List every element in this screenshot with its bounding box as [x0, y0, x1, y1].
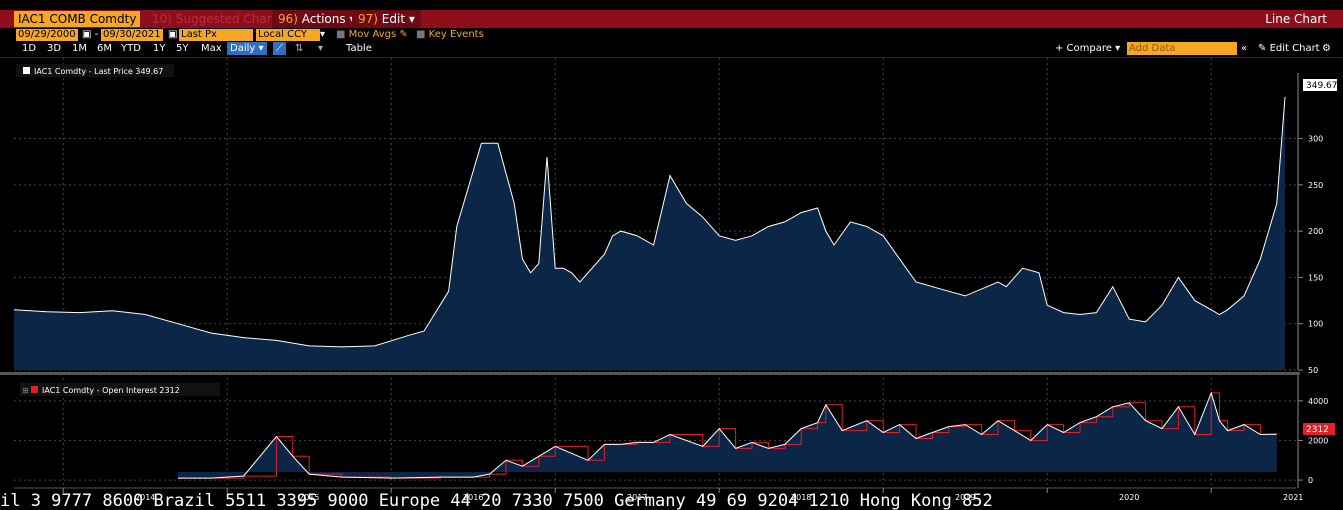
price-legend-box	[16, 64, 174, 77]
range-ytd[interactable]: YTD	[121, 43, 141, 54]
actions-num: 96	[278, 12, 294, 26]
mov-avgs-label: Mov Avgs	[348, 29, 397, 40]
range-1y[interactable]: 1Y	[153, 43, 166, 54]
oi-legend-text: IAC1 Comdty - Open Interest 2312	[42, 386, 180, 395]
chevron-down-icon: ▾	[408, 12, 415, 26]
price-tick-label: 250	[1308, 181, 1323, 190]
x-tick-label: 2020	[1119, 493, 1139, 502]
news-ticker: il 3 9777 8600 Brazil 5511 3395 9000 Eur…	[0, 493, 993, 510]
price-legend-text: IAC1 Comdty - Last Price 349.67	[34, 67, 163, 76]
compare-button[interactable]: + Compare ▾	[1055, 43, 1121, 54]
actions-label: Actions	[301, 12, 346, 26]
calendar-icon[interactable]: ▣	[168, 29, 178, 40]
x-tick-label: 2018	[791, 493, 811, 502]
range-5y[interactable]: 5Y	[176, 43, 189, 54]
bar-chart-icon[interactable]: ⇅	[295, 43, 304, 54]
frequency-select[interactable]: Daily ▾	[227, 42, 267, 55]
oi-last-value: 2312	[1306, 425, 1329, 435]
panel-divider[interactable]	[0, 372, 1300, 375]
oi-tick-label: 2000	[1308, 436, 1328, 445]
price-last-value: 349.67	[1306, 81, 1338, 91]
oi-legend-swatch	[31, 386, 38, 393]
price-tick-label: 300	[1308, 135, 1323, 144]
frequency-label: Daily	[230, 43, 256, 54]
oi-y-axis: 0 2000 4000	[1297, 375, 1328, 488]
currency-select[interactable]: Local CCY	[256, 29, 320, 41]
suggested-num: 10	[152, 12, 168, 26]
x-tick-label: 2019	[955, 493, 975, 502]
pencil-icon: ✎	[399, 29, 408, 40]
gear-icon[interactable]: ⚙	[1322, 43, 1331, 54]
oi-legend-icon: ⊞	[22, 386, 29, 395]
start-date-field[interactable]: 09/29/2000	[16, 29, 78, 41]
price-legend-swatch	[23, 67, 30, 74]
price-last-value-box	[1303, 79, 1337, 91]
oi-last-value-box	[1303, 423, 1335, 435]
edit-chart-button[interactable]: ✎ Edit Chart	[1258, 42, 1320, 55]
oi-step-line	[178, 392, 1277, 479]
x-tick-label: 2015	[299, 493, 319, 502]
table-button[interactable]: Table	[346, 43, 372, 54]
edit-menu[interactable]: 97) Edit ▾	[352, 10, 421, 28]
range-1m[interactable]: 1M	[72, 43, 87, 54]
suggested-charts-menu[interactable]: 10) Suggested Charts	[152, 12, 283, 26]
key-events-toggle[interactable]: ■ Key Events	[416, 29, 484, 40]
add-data-input[interactable]: Add Data	[1127, 42, 1237, 55]
edit-num: 97	[358, 12, 374, 26]
line-chart-icon[interactable]: ⟋	[273, 42, 286, 55]
price-area	[14, 96, 1285, 371]
price-tick-label: 200	[1308, 227, 1323, 236]
oi-legend-box	[20, 383, 220, 396]
x-axis: 2014 2015 2016 2017 2018 2019 2020 2021	[14, 487, 1303, 502]
chart-type-title: Line Chart	[1265, 12, 1327, 26]
x-tick-label: 2016	[463, 493, 483, 502]
price-tick-label: 100	[1308, 320, 1323, 329]
field-select[interactable]: Last Px	[179, 29, 253, 41]
oi-gridlines	[14, 400, 1296, 481]
collapse-icon[interactable]: «	[1241, 43, 1248, 54]
x-tick-label: 2014	[135, 493, 155, 502]
price-tick-label: 150	[1308, 273, 1323, 282]
key-events-label: Key Events	[428, 29, 484, 40]
edit-chart-label: Edit Chart	[1269, 43, 1320, 54]
range-1d[interactable]: 1D	[22, 43, 37, 54]
calendar-icon[interactable]: ▣ -	[82, 29, 99, 40]
price-y-axis: 50 100 150 200 250 300	[1297, 73, 1323, 375]
actions-menu[interactable]: 96) Actions ▾	[272, 10, 362, 28]
chevron-down-icon[interactable]: ▾	[318, 43, 324, 54]
compare-label: + Compare	[1055, 43, 1112, 54]
price-line	[13, 96, 1286, 348]
price-tick-label: 50	[1308, 366, 1318, 375]
range-3d[interactable]: 3D	[47, 43, 62, 54]
chevron-down-icon[interactable]: ▾	[320, 29, 326, 40]
security-ticker[interactable]: IAC1 COMB Comdty	[14, 11, 141, 27]
range-6m[interactable]: 6M	[97, 43, 112, 54]
edit-label: Edit	[381, 12, 406, 26]
range-max[interactable]: Max	[201, 43, 222, 54]
oi-tick-label: 4000	[1308, 397, 1328, 406]
x-tick-label: 2017	[627, 493, 647, 502]
mov-avgs-toggle[interactable]: ■ Mov Avgs ✎	[336, 29, 408, 40]
oi-tick-label: 0	[1308, 476, 1313, 485]
pencil-icon: ✎	[1258, 43, 1267, 54]
oi-line	[178, 391, 1277, 479]
oi-area	[178, 392, 1277, 479]
x-tick-label: 2021	[1283, 493, 1303, 502]
title-bar: IAC1 COMB Comdty 10) Suggested Charts 96…	[0, 10, 1343, 28]
end-date-field[interactable]: 09/30/2021	[101, 29, 163, 41]
suggested-label: Suggested Charts	[175, 12, 283, 26]
